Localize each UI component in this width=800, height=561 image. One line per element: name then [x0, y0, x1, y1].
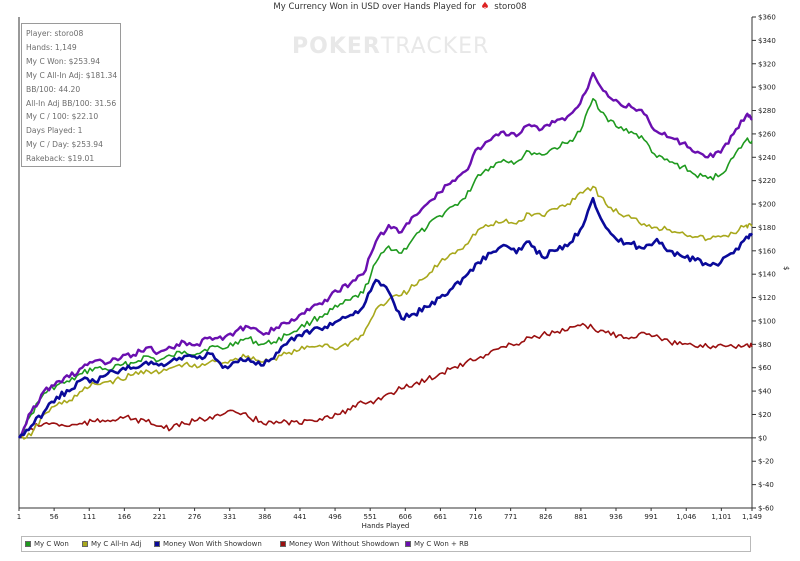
stats-box: Player: storo08 Hands: 1,149 My C Won: $… [21, 23, 121, 167]
x-tick-label: 551 [363, 513, 376, 521]
y-tick-label: $40 [758, 388, 771, 396]
y-tick-label: $20 [758, 411, 771, 419]
y-tick-label: $180 [758, 224, 776, 232]
chart-title-player: storo08 [494, 2, 527, 12]
stat-hands: Hands: 1,149 [26, 42, 77, 52]
legend-item-with-showdown[interactable]: Money Won With Showdown [154, 540, 262, 548]
x-tick-label: 991 [644, 513, 657, 521]
x-tick-label: 881 [574, 513, 587, 521]
y-axis-label: $ [782, 266, 790, 270]
legend-swatch-without-showdown [280, 541, 286, 547]
y-tick-label: $220 [758, 177, 776, 185]
stat-allin-adj: My C All-In Adj: $181.34 [26, 70, 118, 80]
legend-item-won-plus-rb[interactable]: My C Won + RB [405, 540, 469, 548]
x-tick-label: 716 [469, 513, 483, 521]
legend-swatch-won-plus-rb [405, 541, 411, 547]
chart-legend: My C Won My C All-In Adj Money Won With … [21, 536, 751, 552]
y-tick-label: $140 [758, 271, 776, 279]
series-line-my-c-won [18, 98, 753, 439]
x-tick-label: 276 [188, 513, 202, 521]
axes [18, 16, 756, 511]
y-tick-label: $320 [758, 60, 776, 68]
x-tick-label: 606 [399, 513, 413, 521]
stat-days: Days Played: 1 [26, 126, 83, 136]
x-tick-label: 661 [434, 513, 447, 521]
y-tick-label: $280 [758, 107, 776, 115]
series-line-money-won-with-showdown [17, 196, 754, 439]
chart-title: My Currency Won in USD over Hands Played… [0, 1, 800, 12]
x-tick-label: 826 [539, 513, 553, 521]
series-lines [17, 71, 754, 440]
spade-icon: ♠ [480, 1, 490, 12]
y-tick-label: $200 [758, 201, 776, 209]
y-tick-label: $-60 [758, 505, 774, 513]
x-tick-label: 771 [504, 513, 517, 521]
legend-swatch-with-showdown [154, 541, 160, 547]
x-axis-label: Hands Played [362, 522, 410, 530]
series-line-my-c-won-rb [18, 71, 753, 439]
x-tick-label: 221 [153, 513, 166, 521]
y-tick-label: $0 [758, 434, 767, 442]
x-tick-label: 441 [293, 513, 306, 521]
y-tick-label: $340 [758, 37, 776, 45]
y-tick-label: $-20 [758, 458, 774, 466]
legend-item-my-c-won[interactable]: My C Won [25, 540, 69, 548]
series-line-money-won-without-showdown [18, 322, 753, 439]
legend-swatch-all-in-adj [82, 541, 88, 547]
y-tick-label: $-40 [758, 481, 774, 489]
y-tick-label: $120 [758, 294, 776, 302]
stat-bb100: BB/100: 44.20 [26, 84, 81, 94]
x-tick-label: 56 [50, 513, 59, 521]
x-tick-label: 496 [328, 513, 342, 521]
stat-rakeback: Rakeback: $19.01 [26, 154, 95, 164]
x-tick-label: 1,149 [742, 513, 762, 521]
y-tick-label: $300 [758, 84, 776, 92]
legend-swatch-my-c-won [25, 541, 31, 547]
x-tick-label: 936 [609, 513, 623, 521]
y-tick-label: $160 [758, 247, 776, 255]
stat-allin-bb100: All-In Adj BB/100: 31.56 [26, 98, 117, 108]
y-tick-label: $260 [758, 130, 776, 138]
series-line-my-c-all-in-adj [18, 185, 753, 440]
legend-item-all-in-adj[interactable]: My C All-In Adj [82, 540, 142, 548]
y-tick-label: $60 [758, 364, 771, 372]
stat-won: My C Won: $253.94 [26, 56, 101, 66]
x-tick-label: 1 [17, 513, 21, 521]
y-tick-label: $80 [758, 341, 771, 349]
y-tick-label: $240 [758, 154, 776, 162]
chart-title-text: My Currency Won in USD over Hands Played… [273, 2, 476, 12]
legend-item-without-showdown[interactable]: Money Won Without Showdown [280, 540, 399, 548]
stat-player: Player: storo08 [26, 29, 84, 38]
x-tick-label: 1,046 [676, 513, 697, 521]
pokertracker-watermark: POKERTRACKER [292, 34, 490, 59]
tick-labels: $-60 $-40 $-20 $0 $20 $40 $60 $80 $100 $120 $140 $1… [17, 14, 790, 531]
stat-c100: My C / 100: $22.10 [26, 112, 99, 122]
x-tick-label: 331 [223, 513, 236, 521]
x-tick-label: 1,101 [711, 513, 731, 521]
x-tick-label: 166 [118, 513, 132, 521]
x-tick-label: 386 [258, 513, 272, 521]
y-tick-label: $100 [758, 317, 776, 325]
x-tick-label: 111 [83, 513, 96, 521]
stat-per-day: My C / Day: $253.94 [26, 140, 103, 150]
y-tick-label: $360 [758, 14, 776, 22]
